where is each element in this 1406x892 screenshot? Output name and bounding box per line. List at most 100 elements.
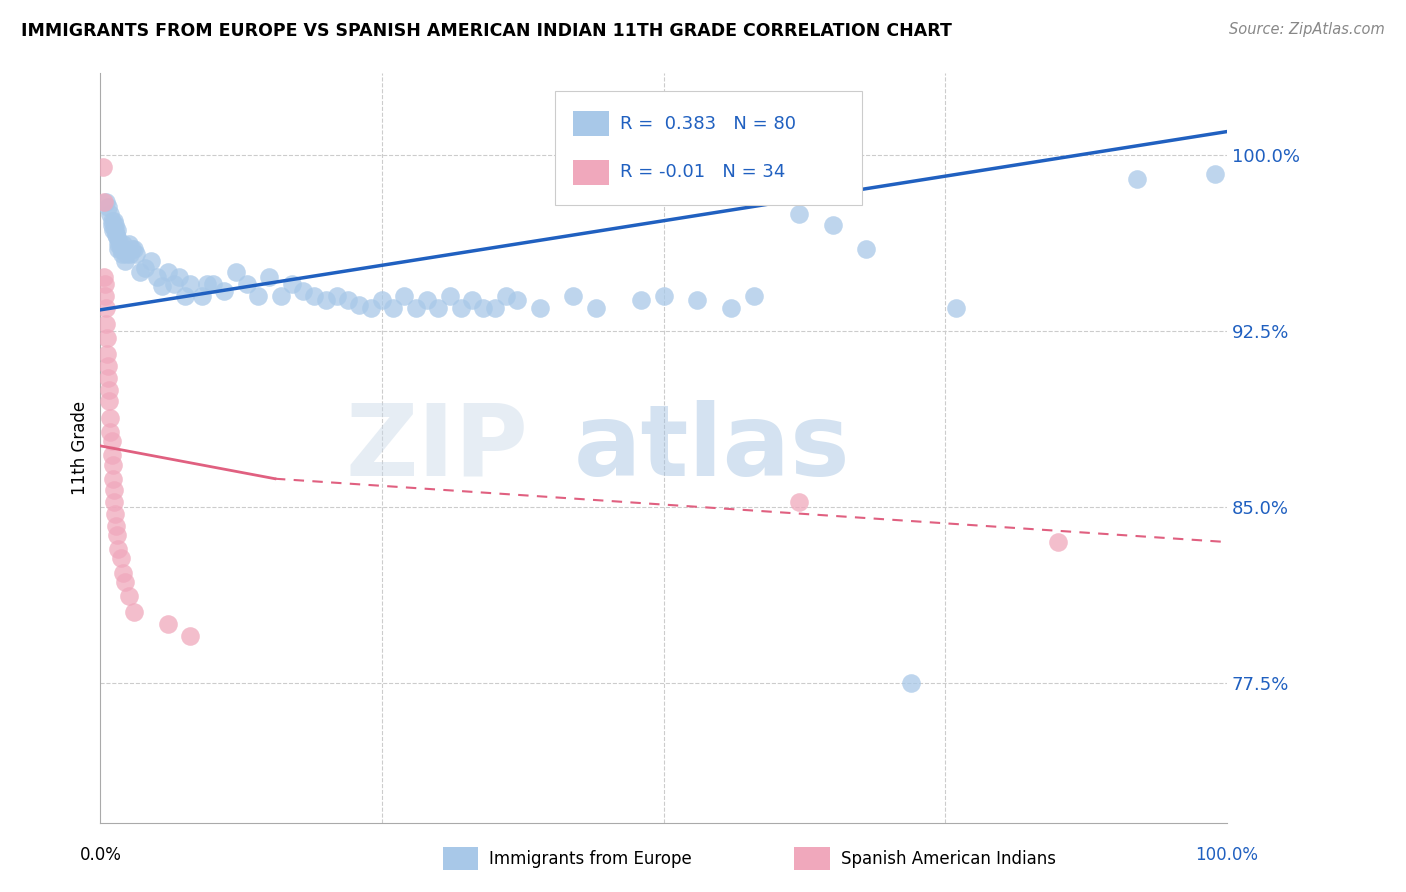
Point [93, 194, 115, 209]
Point [787, 207, 810, 221]
Point [349, 298, 371, 312]
Point [100, 410, 122, 425]
Point [720, 301, 742, 315]
Point [371, 293, 394, 308]
Point [162, 277, 184, 291]
Point [855, 242, 877, 256]
Point [945, 301, 967, 315]
Point [105, 518, 128, 533]
Point [105, 528, 128, 542]
Point [107, 542, 129, 557]
Point [110, 242, 132, 256]
Text: atlas: atlas [574, 400, 851, 497]
Point [190, 289, 212, 303]
Text: IMMIGRANTS FROM EUROPE VS SPANISH AMERICAN INDIAN 11TH GRADE CORRELATION CHART: IMMIGRANTS FROM EUROPE VS SPANISH AMERIC… [21, 22, 952, 40]
Point [450, 301, 472, 315]
Point [394, 289, 416, 303]
Text: Immigrants from Europe: Immigrants from Europe [489, 849, 692, 868]
Point [117, 589, 139, 603]
Point [484, 301, 506, 315]
Point [630, 293, 652, 308]
Point [652, 289, 675, 303]
Point [100, 207, 122, 221]
Point [742, 289, 765, 303]
Point [103, 495, 125, 509]
Point [405, 301, 427, 315]
Point [101, 458, 124, 472]
Point [1204, 167, 1226, 181]
Point [225, 265, 247, 279]
Point [259, 270, 281, 285]
Point [337, 293, 360, 308]
Point [101, 223, 124, 237]
Text: 100.0%: 100.0% [1195, 846, 1258, 863]
Point [125, 246, 148, 260]
Point [167, 270, 190, 285]
Point [97, 371, 120, 385]
Text: Source: ZipAtlas.com: Source: ZipAtlas.com [1229, 22, 1385, 37]
Point [495, 289, 517, 303]
Point [101, 472, 124, 486]
Point [91, 160, 114, 174]
Point [382, 301, 405, 315]
Point [103, 483, 125, 498]
Point [562, 289, 585, 303]
Point [506, 293, 529, 308]
Point [427, 301, 450, 315]
Point [472, 301, 495, 315]
Point [96, 347, 118, 361]
Point [96, 331, 118, 345]
Point [787, 495, 810, 509]
Point [94, 301, 117, 315]
Point [134, 260, 156, 275]
Point [270, 289, 292, 303]
Point [105, 230, 128, 244]
Point [145, 270, 167, 285]
Point [150, 279, 173, 293]
Point [104, 223, 127, 237]
Point [281, 277, 304, 291]
Point [104, 507, 127, 521]
Point [292, 284, 315, 298]
Point [93, 270, 115, 285]
Point [315, 293, 337, 308]
Point [103, 213, 125, 227]
Point [195, 277, 218, 291]
Point [110, 551, 132, 566]
Point [529, 301, 551, 315]
Point [114, 253, 136, 268]
Point [114, 574, 136, 589]
Point [111, 246, 134, 260]
Point [100, 425, 122, 439]
Point [111, 237, 134, 252]
Point [1125, 171, 1147, 186]
Point [94, 277, 117, 291]
Text: ZIP: ZIP [346, 400, 529, 497]
Point [111, 566, 134, 580]
Point [461, 293, 484, 308]
Point [98, 383, 121, 397]
Point [156, 265, 179, 279]
Point [122, 242, 145, 256]
Point [212, 284, 235, 298]
Point [117, 237, 139, 252]
Point [100, 219, 122, 233]
Point [686, 293, 709, 308]
Point [94, 194, 117, 209]
Point [201, 277, 224, 291]
Point [104, 219, 127, 233]
Point [900, 675, 922, 690]
Point [179, 629, 201, 643]
Text: R = -0.01   N = 34: R = -0.01 N = 34 [620, 163, 785, 181]
Point [108, 235, 131, 249]
Point [585, 301, 607, 315]
Point [173, 289, 195, 303]
Point [179, 277, 201, 291]
Point [105, 223, 128, 237]
Text: R =  0.383   N = 80: R = 0.383 N = 80 [620, 115, 796, 133]
Point [439, 289, 461, 303]
Point [98, 394, 121, 409]
Point [236, 277, 259, 291]
Point [121, 242, 143, 256]
Point [100, 448, 122, 462]
